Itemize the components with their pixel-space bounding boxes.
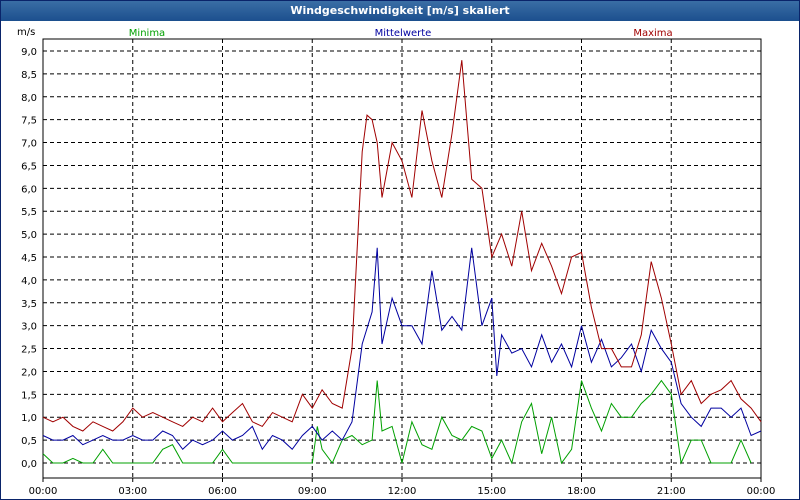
- y-tick-label: 7,5: [21, 116, 37, 127]
- x-tick-time: 09:00: [298, 486, 327, 497]
- series-line-mittelwerte: [42, 247, 762, 451]
- x-tick-time: 15:00: [477, 486, 506, 497]
- y-tick-label: 3,5: [21, 299, 37, 310]
- x-tick-time: 12:00: [388, 486, 417, 497]
- legend-minima: Minima: [129, 28, 165, 39]
- y-tick-label: 0,0: [21, 459, 37, 470]
- series-line-maxima: [42, 60, 762, 432]
- y-tick-label: 7,0: [21, 139, 37, 150]
- x-tick-time: 00:00: [29, 486, 58, 497]
- y-tick-label: 0,5: [21, 436, 37, 447]
- y-tick-label: 3,0: [21, 322, 37, 333]
- y-axis-unit: m/s: [17, 27, 35, 38]
- y-tick-label: 2,5: [21, 345, 37, 356]
- y-tick-label: 1,0: [21, 413, 37, 424]
- legend-maxima: Maxima: [633, 28, 672, 39]
- x-tick-time: 00:00: [747, 486, 776, 497]
- y-tick-label: 4,5: [21, 253, 37, 264]
- window-title: Windgeschwindigkeit [m/s] skaliert: [1, 1, 799, 21]
- x-tick-time: 18:00: [567, 486, 596, 497]
- x-tick-time: 21:00: [657, 486, 686, 497]
- legend-mittelwerte: Mittelwerte: [375, 28, 432, 39]
- y-tick-label: 9,0: [21, 47, 37, 58]
- y-tick-label: 4,0: [21, 276, 37, 287]
- x-tick-time: 03:00: [118, 486, 147, 497]
- y-tick-label: 8,0: [21, 93, 37, 104]
- y-tick-label: 8,5: [21, 70, 37, 81]
- chart-canvas: 0,0 0,5 1,0 1,5 2,0 2,5 3,0 3,5 4,0 4,5 5,0 5,5 6,0 6…: [17, 27, 776, 497]
- y-tick-label: 5,5: [21, 207, 37, 218]
- y-tick-label: 6,5: [21, 161, 37, 172]
- y-tick-label: 5,0: [21, 230, 37, 241]
- y-tick-label: 6,0: [21, 184, 37, 195]
- y-tick-label: 1,5: [21, 390, 37, 401]
- x-tick-time: 06:00: [208, 486, 237, 497]
- y-tick-label: 2,0: [21, 367, 37, 378]
- series-line-minima: [42, 379, 752, 465]
